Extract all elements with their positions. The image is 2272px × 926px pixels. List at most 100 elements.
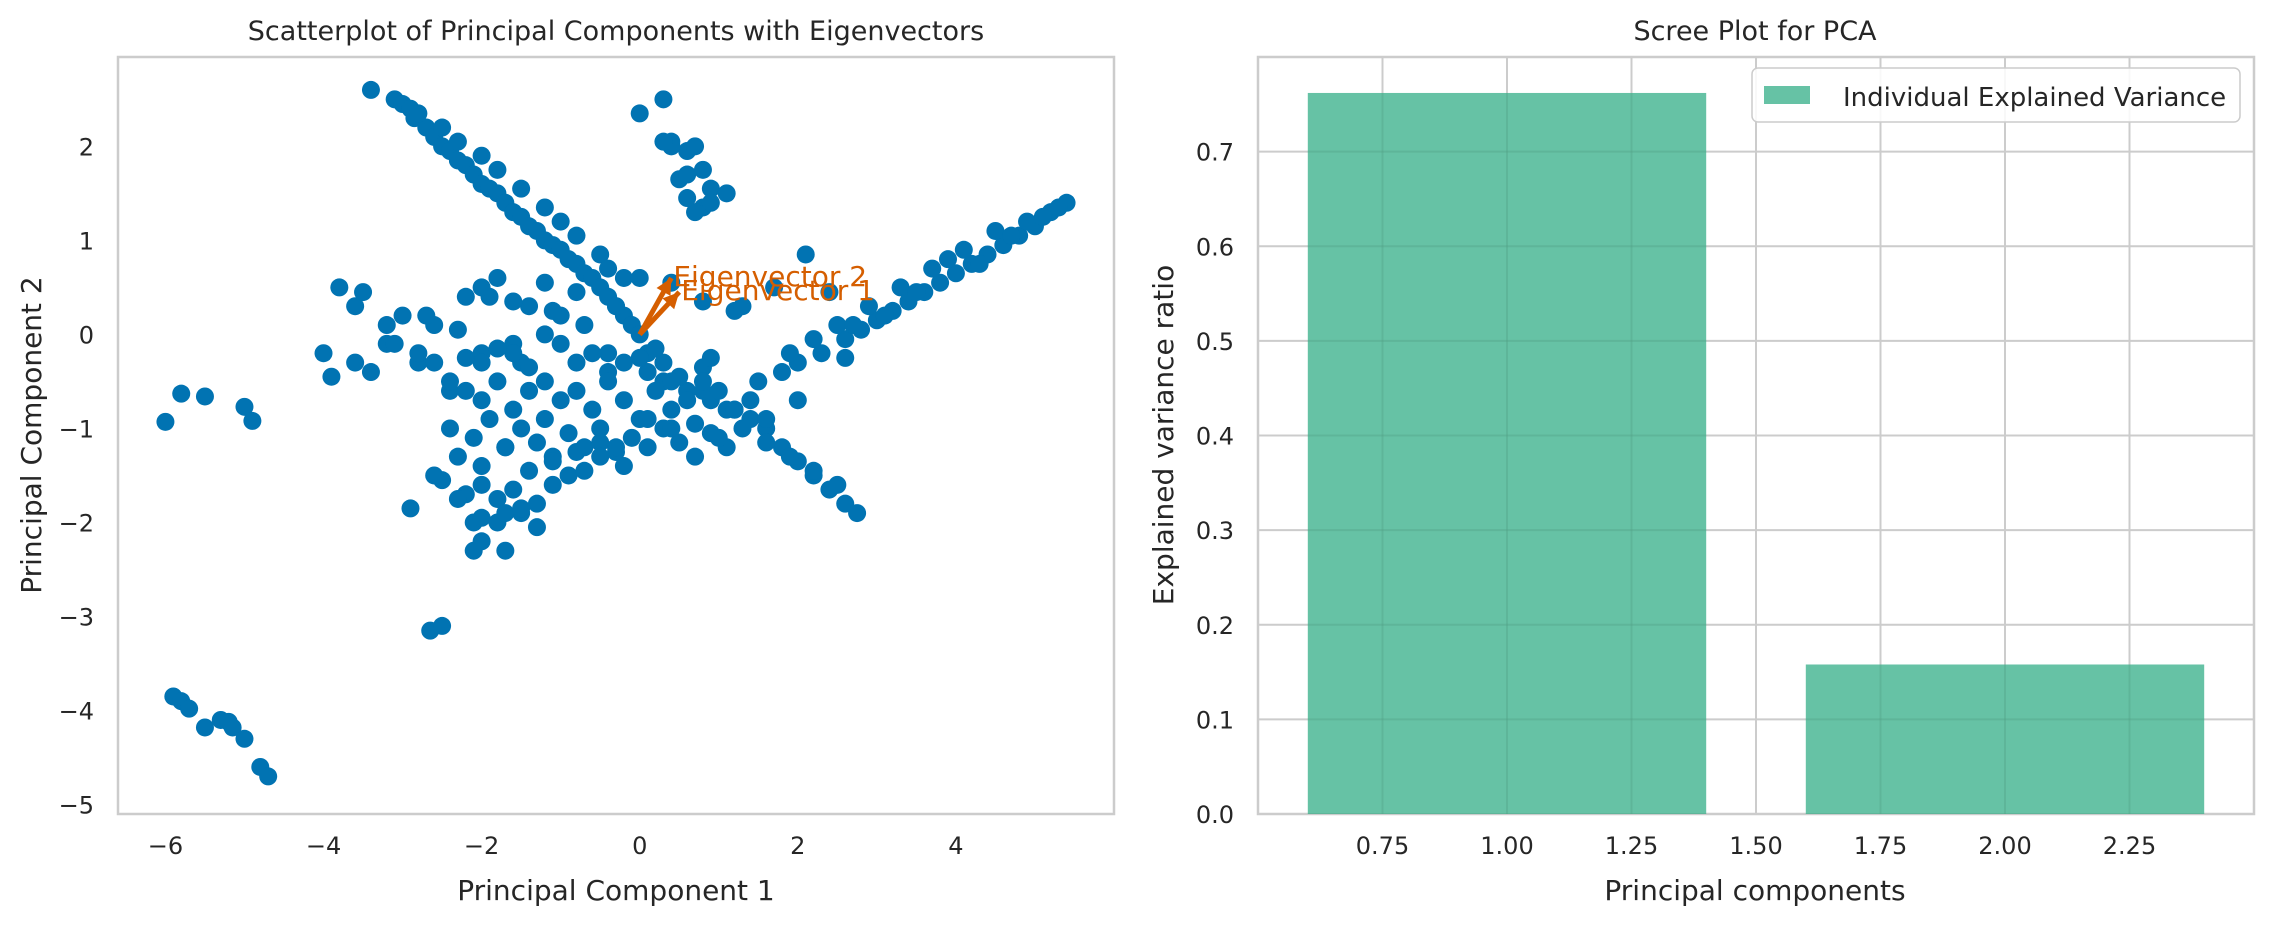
scatter-x-tick-label: 4 xyxy=(948,832,963,860)
eigenvector-arrowhead xyxy=(662,292,680,310)
scatter-point xyxy=(986,221,1005,240)
scatter-point xyxy=(693,372,712,391)
scatter-point xyxy=(377,316,396,335)
scatter-point xyxy=(496,438,515,457)
scatter-point xyxy=(875,306,894,325)
scatter-point xyxy=(567,283,586,302)
scatter-point xyxy=(520,297,539,316)
scatter-y-ticks: −5 −4 −3 −2 −1 0 1 2 xyxy=(59,133,94,819)
scree-y-tick-label: 0.3 xyxy=(1196,517,1234,545)
scatter-point xyxy=(567,381,586,400)
scatter-point xyxy=(472,353,491,372)
scatter-y-tick-label: −5 xyxy=(59,792,94,820)
scatter-point xyxy=(1049,198,1068,217)
scatter-point xyxy=(614,353,633,372)
scatter-point xyxy=(954,240,973,259)
scatter-y-tick-label: 1 xyxy=(79,227,94,255)
scatter-point xyxy=(448,132,467,151)
scatter-point xyxy=(472,391,491,410)
scatter-point xyxy=(686,203,705,222)
scatter-point xyxy=(844,316,863,335)
scatter-point xyxy=(472,475,491,494)
scatter-point xyxy=(535,372,554,391)
scree-x-tick-label: 0.75 xyxy=(1356,832,1409,860)
scatter-point xyxy=(891,278,910,297)
scatter-point xyxy=(448,320,467,339)
scatter-point xyxy=(970,254,989,273)
scree-x-tick-label: 1.25 xyxy=(1605,832,1658,860)
scatter-point xyxy=(591,419,610,438)
scatter-point xyxy=(551,212,570,231)
scatter-point xyxy=(1018,212,1037,231)
scatter-point xyxy=(828,475,847,494)
scatter-point xyxy=(733,419,752,438)
scatter-point xyxy=(638,438,657,457)
scatter-point xyxy=(741,391,760,410)
scatter-point xyxy=(488,160,507,179)
scatter-point xyxy=(456,287,475,306)
scatter-point xyxy=(804,461,823,480)
scatter-ylabel: Principal Component 2 xyxy=(15,276,48,594)
scatter-point xyxy=(757,410,776,429)
scatter-point xyxy=(520,461,539,480)
scatter-point xyxy=(599,344,618,363)
scree-y-tick-label: 0.2 xyxy=(1196,612,1234,640)
legend-swatch xyxy=(1764,86,1810,104)
scatter-x-tick-label: 0 xyxy=(632,832,647,860)
scree-bars xyxy=(1307,92,2205,814)
scree-panel: Scree Plot for PCA 0.0 0.1 0.2 0.3 0.4 0.5 0.6… xyxy=(1147,16,2256,907)
scree-y-tick-label: 0.1 xyxy=(1196,706,1234,734)
eigenvector-label: Eigenvector 1 xyxy=(681,274,875,307)
scatter-point xyxy=(638,410,657,429)
scatter-point xyxy=(575,316,594,335)
scree-y-tick-label: 0.7 xyxy=(1196,139,1234,167)
scree-bar xyxy=(1307,92,1707,814)
scatter-point xyxy=(780,344,799,363)
scatter-point xyxy=(433,118,452,137)
scatter-points xyxy=(156,80,1076,786)
scatter-point xyxy=(749,372,768,391)
scatter-point xyxy=(599,259,618,278)
scree-x-tick-label: 1.50 xyxy=(1729,832,1782,860)
scatter-point xyxy=(567,442,586,461)
scatter-point xyxy=(433,616,452,635)
scatter-x-tick-label: −6 xyxy=(148,832,183,860)
scatter-point xyxy=(907,283,926,302)
scree-y-tick-label: 0.5 xyxy=(1196,328,1234,356)
scatter-point xyxy=(686,414,705,433)
scatter-point xyxy=(354,283,373,302)
scatter-point xyxy=(583,344,602,363)
legend-label: Individual Explained Variance xyxy=(1843,83,2226,113)
scatter-point xyxy=(686,137,705,156)
scree-x-ticks: 0.75 1.00 1.25 1.50 1.75 2.00 2.25 xyxy=(1356,832,2156,860)
scatter-point xyxy=(788,391,807,410)
scatter-point xyxy=(567,226,586,245)
scatter-point xyxy=(773,363,791,382)
scatter-point xyxy=(488,489,507,508)
scatter-point xyxy=(662,372,681,391)
scatter-point xyxy=(678,189,697,208)
scatter-xlabel: Principal Component 1 xyxy=(457,874,775,907)
scatter-point xyxy=(346,297,365,316)
scatter-x-ticks: −6 −4 −2 0 2 4 xyxy=(148,832,964,860)
scree-title: Scree Plot for PCA xyxy=(1633,16,1877,47)
scatter-point xyxy=(195,718,214,737)
scatter-y-tick-label: −1 xyxy=(59,415,94,443)
scatter-y-tick-label: −4 xyxy=(59,698,94,726)
scatter-point xyxy=(646,339,665,358)
scatter-point xyxy=(654,353,673,372)
scatter-point xyxy=(543,475,562,494)
scree-y-tick-label: 0.4 xyxy=(1196,423,1234,451)
scatter-point xyxy=(848,504,867,523)
scatter-y-tick-label: 0 xyxy=(79,321,94,349)
scatter-point xyxy=(456,381,475,400)
scatter-point xyxy=(931,273,950,292)
scatter-point xyxy=(1002,226,1021,245)
scatter-point xyxy=(780,447,799,466)
scatter-point xyxy=(448,447,467,466)
scatter-point xyxy=(614,268,633,287)
scatter-point xyxy=(607,297,625,316)
scatter-point xyxy=(223,718,242,737)
scatter-point xyxy=(939,250,957,269)
